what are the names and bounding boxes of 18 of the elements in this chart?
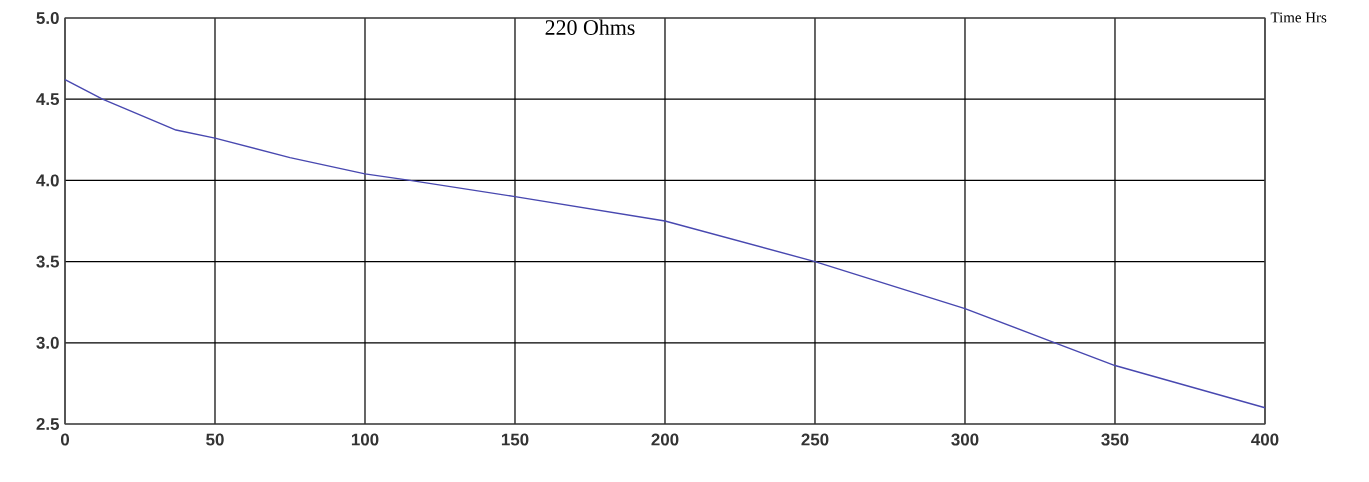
y-tick-label: 3.0 [36, 336, 59, 349]
x-tick-label: 50 [206, 433, 224, 446]
x-tick-label: 250 [801, 433, 829, 446]
x-tick-label: 400 [1251, 433, 1279, 446]
chart-title: 220 Ohms [545, 19, 635, 35]
line-series [64, 79, 1266, 409]
x-tick-label: 350 [1101, 433, 1129, 446]
y-tick-label: 5.0 [36, 12, 59, 24]
x-tick-label: 300 [951, 433, 979, 446]
y-tick-label: 2.5 [36, 418, 60, 430]
y-tick-label: 4.5 [36, 93, 60, 106]
x-tick-label: 150 [501, 433, 529, 446]
x-tick-label: 200 [651, 433, 679, 446]
y-tick-label: 4.0 [36, 174, 59, 187]
y-tick-label: 3.5 [36, 255, 60, 268]
x-tick-label: 0 [60, 433, 70, 446]
x-tick-label: 100 [351, 433, 379, 446]
x-axis-title: Time Hrs [1270, 12, 1327, 23]
